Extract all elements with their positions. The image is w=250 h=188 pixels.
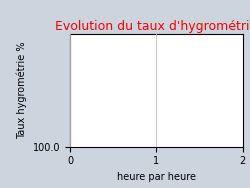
Y-axis label: Taux hygrométrie %: Taux hygrométrie % xyxy=(17,42,27,139)
Title: Evolution du taux d'hygrométrie: Evolution du taux d'hygrométrie xyxy=(55,20,250,33)
X-axis label: heure par heure: heure par heure xyxy=(117,172,196,182)
